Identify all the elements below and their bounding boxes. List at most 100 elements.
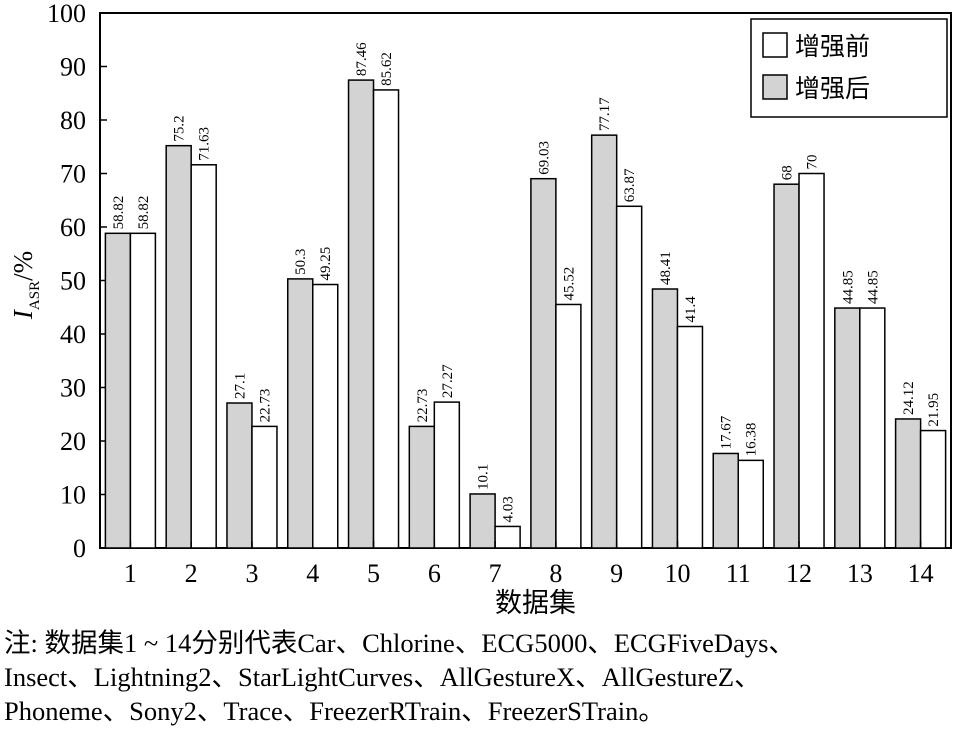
bar-before <box>615 205 643 549</box>
data-label-before: 44.85 <box>865 270 881 304</box>
data-label-after: 17.67 <box>719 415 735 449</box>
y-axis-title-main: I <box>8 308 38 320</box>
bar-after <box>287 278 314 549</box>
bar-before <box>859 307 886 549</box>
x-tick-label: 3 <box>245 559 258 588</box>
x-tick-label: 14 <box>908 559 934 588</box>
y-tick-label: 90 <box>60 53 86 82</box>
bar-after <box>773 183 800 549</box>
y-tick-label: 30 <box>60 374 86 403</box>
bar-before <box>737 459 764 549</box>
bar-after <box>530 177 557 549</box>
bar-chart: 0 10 20 30 40 50 60 70 80 90 100 58.82 58.82 75.2 71.… <box>8 0 952 619</box>
x-tick-label: 2 <box>185 559 198 588</box>
legend-label: 增强前 <box>795 32 870 61</box>
y-axis: 0 10 20 30 40 50 60 70 80 90 100 <box>47 0 952 563</box>
bar-before <box>129 232 157 549</box>
bar-before <box>919 429 947 549</box>
bar-before <box>676 325 704 549</box>
bars: 58.82 58.82 75.2 71.63 27.1 22.73 50.3 49.25 87.… <box>104 42 947 549</box>
y-axis-title: IASR/% <box>8 251 43 320</box>
bar-after <box>651 288 679 549</box>
bar-after <box>347 79 375 549</box>
legend-swatch <box>762 32 788 58</box>
data-label-before: 21.95 <box>926 393 942 427</box>
data-label-after: 27.1 <box>232 373 248 399</box>
bar-before <box>798 172 825 549</box>
y-tick-label: 80 <box>60 106 86 135</box>
x-tick-label: 10 <box>664 559 690 588</box>
y-tick-label: 10 <box>60 481 86 510</box>
x-tick-label: 5 <box>367 559 380 588</box>
y-tick-label: 50 <box>60 267 86 296</box>
y-axis-title-unit: /% <box>8 251 38 281</box>
data-label-after: 10.1 <box>476 464 492 490</box>
data-label-before: 16.38 <box>744 423 760 457</box>
y-tick-label: 40 <box>60 320 86 349</box>
x-tick-label: 7 <box>489 559 502 588</box>
bar-before <box>494 525 521 549</box>
bar-after <box>590 134 618 549</box>
data-label-after: 75.2 <box>172 115 188 141</box>
data-label-before: 58.82 <box>136 196 152 230</box>
data-label-after: 48.41 <box>658 251 674 285</box>
bar-after <box>894 418 922 549</box>
bar-after <box>165 144 192 549</box>
bar-before <box>251 425 278 549</box>
x-tick-label: 8 <box>549 559 562 588</box>
bar-before <box>312 283 339 549</box>
axis-titles: 数据集 IASR/% <box>8 251 576 619</box>
x-tick-label: 12 <box>786 559 812 588</box>
y-tick-label: 0 <box>73 534 86 563</box>
x-tick-label: 11 <box>726 559 751 588</box>
note-line-2: Insect、Lightning2、StarLightCurves、AllGes… <box>4 662 761 692</box>
bar-after <box>104 232 132 549</box>
data-label-after: 44.85 <box>840 270 856 304</box>
data-label-before: 63.87 <box>622 168 638 202</box>
y-tick-label: 60 <box>60 213 86 242</box>
bar-before <box>190 164 217 549</box>
data-label-after: 22.73 <box>415 389 431 423</box>
data-label-before: 70 <box>805 155 821 170</box>
data-label-after: 58.82 <box>111 196 127 230</box>
bar-after <box>408 425 436 549</box>
legend-label: 增强后 <box>795 74 870 103</box>
bar-after <box>834 307 861 549</box>
data-label-before: 4.03 <box>501 496 517 522</box>
data-label-after: 87.46 <box>354 42 370 76</box>
note-line-1: 注: 数据集1 ~ 14分别代表Car、Chlorine、ECG5000、ECG… <box>4 628 795 658</box>
data-label-after: 68 <box>780 165 796 180</box>
bar-after <box>469 493 496 549</box>
data-label-after: 69.03 <box>536 141 552 175</box>
bar-before <box>372 89 400 549</box>
x-tick-label: 1 <box>124 559 137 588</box>
data-label-before: 85.62 <box>379 52 395 86</box>
data-label-after: 24.12 <box>901 381 917 415</box>
y-tick-label: 70 <box>60 160 86 189</box>
data-label-before: 27.27 <box>440 364 456 398</box>
data-label-after: 77.17 <box>597 97 613 131</box>
x-axis: 1 2 3 4 5 6 7 8 9 10 11 12 13 14 <box>124 541 934 588</box>
y-tick-label: 100 <box>47 0 86 28</box>
x-tick-label: 9 <box>610 559 623 588</box>
bar-before <box>433 401 461 549</box>
note-line-3: Phoneme、Sony2、Trace、FreezerRTrain、Freeze… <box>4 696 665 726</box>
x-tick-label: 13 <box>847 559 873 588</box>
legend-swatch <box>762 74 788 100</box>
x-tick-label: 6 <box>428 559 441 588</box>
data-label-after: 50.3 <box>293 249 309 275</box>
figure-note: 注: 数据集1 ~ 14分别代表Car、Chlorine、ECG5000、ECG… <box>4 626 962 728</box>
x-tick-label: 4 <box>306 559 319 588</box>
data-label-before: 22.73 <box>257 389 273 423</box>
y-axis-title-sub: ASR <box>27 281 43 310</box>
x-axis-title: 数据集 <box>495 588 576 619</box>
data-label-before: 71.63 <box>197 127 213 161</box>
data-label-before: 45.52 <box>561 267 577 301</box>
data-label-before: 41.4 <box>683 296 699 323</box>
y-tick-label: 20 <box>60 427 86 456</box>
data-label-before: 49.25 <box>318 247 334 281</box>
bar-before <box>555 303 582 549</box>
bar-after <box>712 452 739 549</box>
bar-after <box>226 402 253 549</box>
